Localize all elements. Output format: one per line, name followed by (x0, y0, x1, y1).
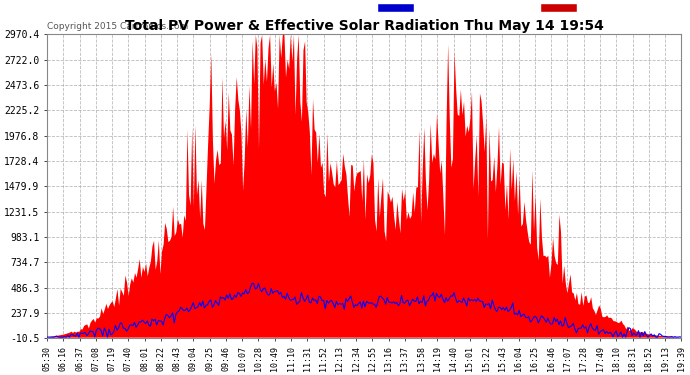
Legend: Radiation (Effective W/m2), PV Panels (DC Watts): Radiation (Effective W/m2), PV Panels (D… (376, 2, 677, 15)
Text: Copyright 2015 Cartronics.com: Copyright 2015 Cartronics.com (47, 22, 188, 31)
Title: Total PV Power & Effective Solar Radiation Thu May 14 19:54: Total PV Power & Effective Solar Radiati… (125, 19, 604, 33)
